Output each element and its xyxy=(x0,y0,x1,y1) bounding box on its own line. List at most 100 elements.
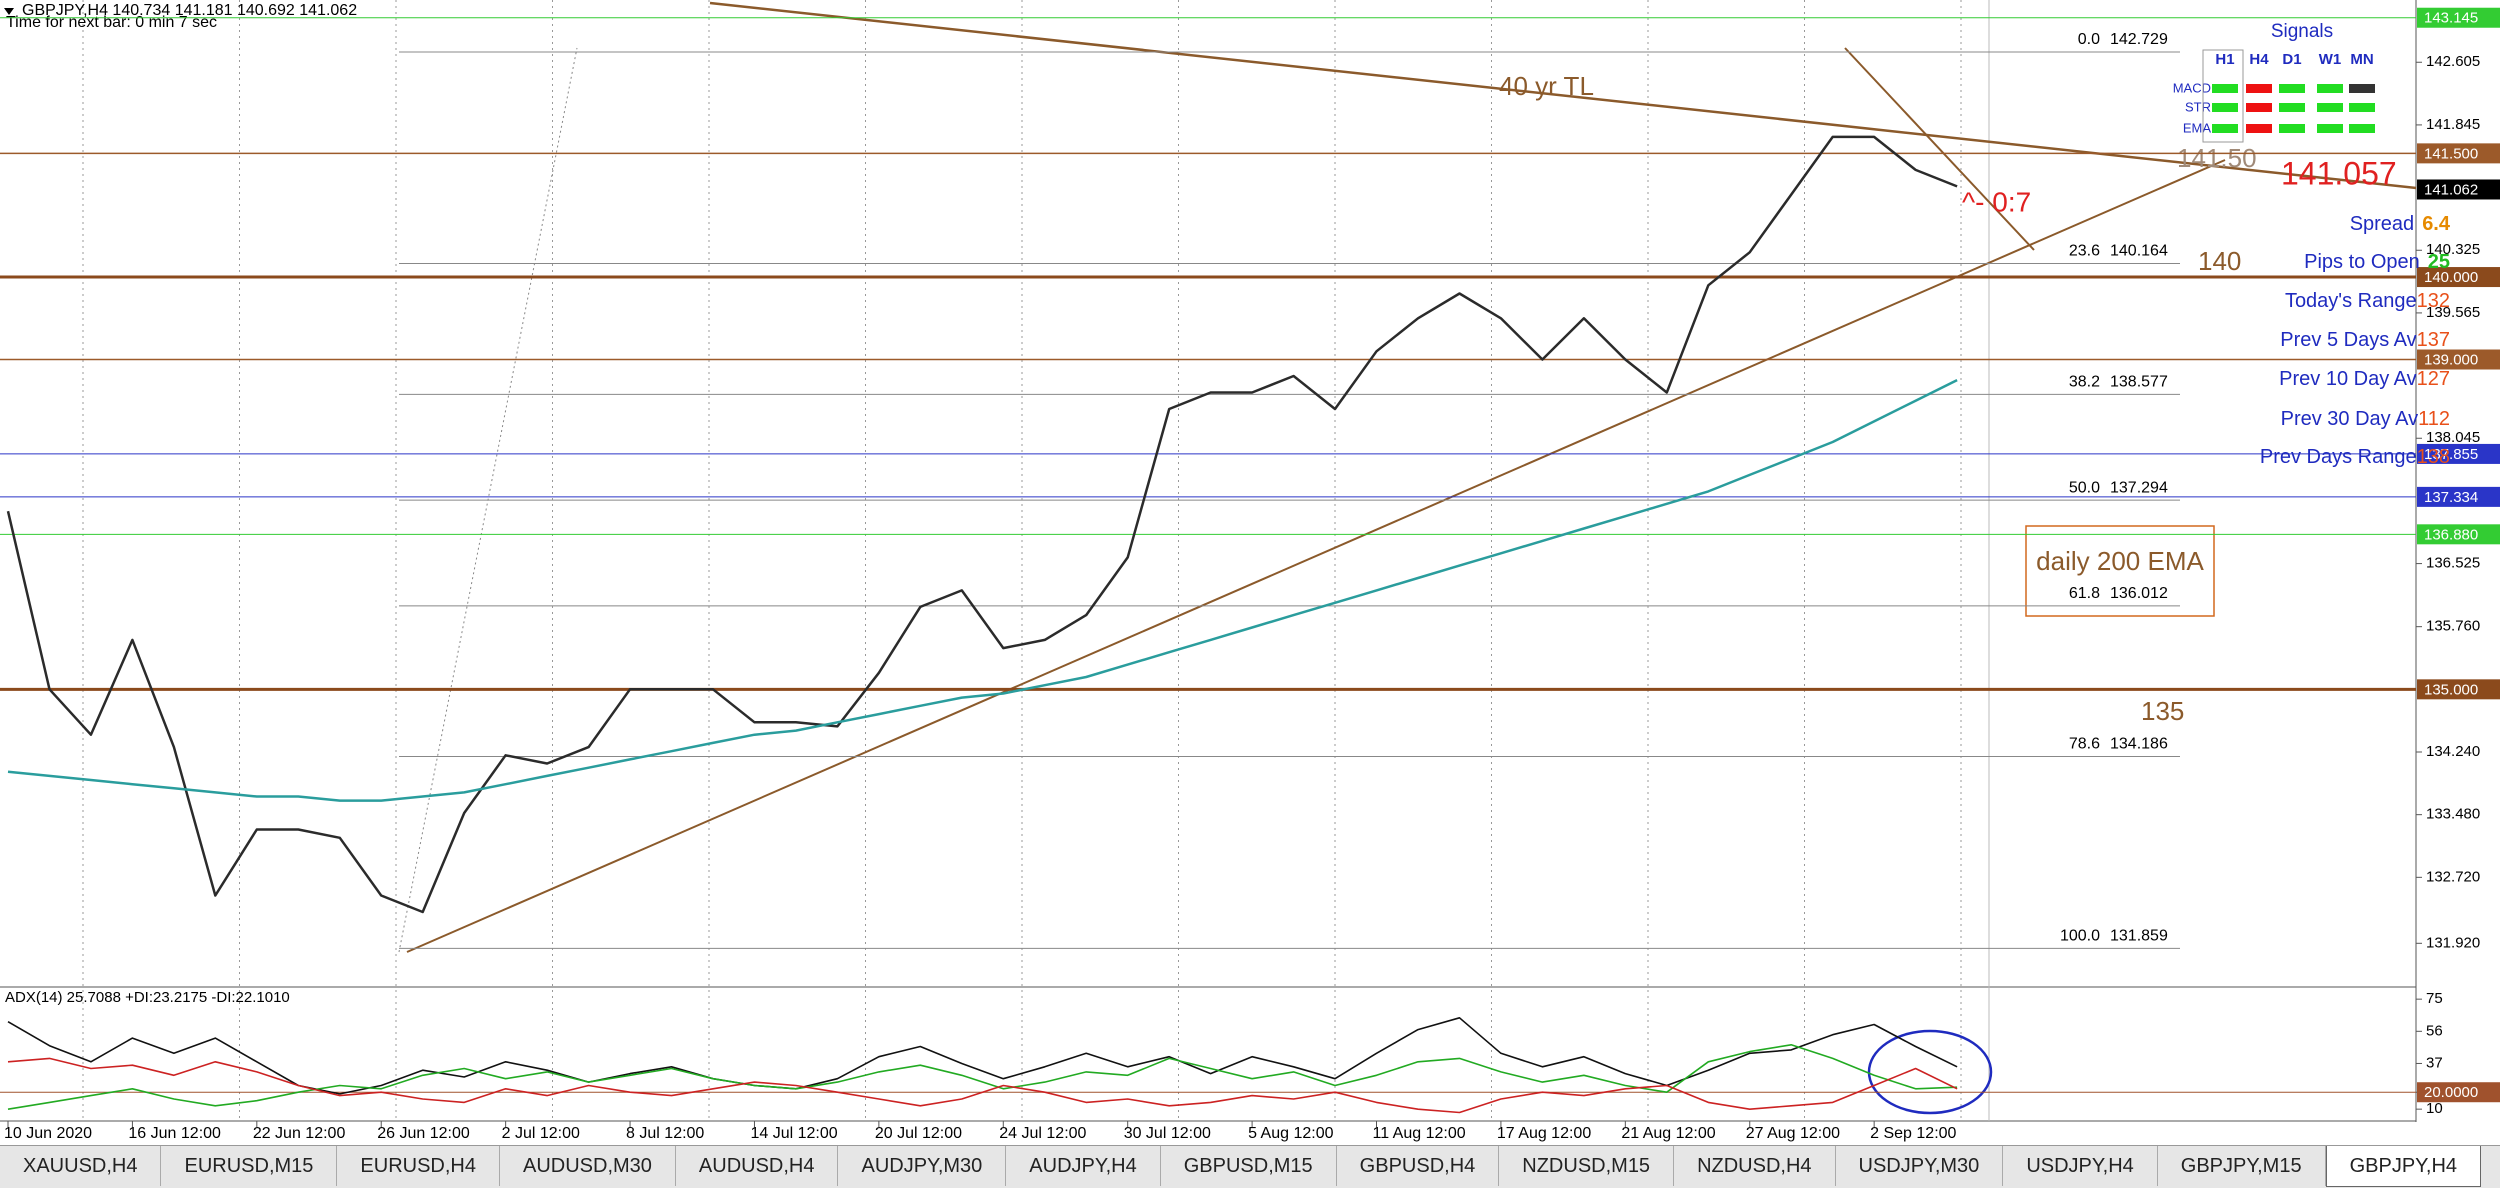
x-tick-label: 30 Jul 12:00 xyxy=(1124,1125,1211,1142)
y-tick-label: 136.525 xyxy=(2426,555,2480,572)
signal-cell xyxy=(2349,124,2375,133)
y-tick-label: 37 xyxy=(2426,1054,2443,1071)
adx-level-box xyxy=(2417,1082,2500,1103)
info-value: 137 xyxy=(2417,329,2450,351)
level-box xyxy=(2417,443,2500,464)
x-tick-label: 8 Jul 12:00 xyxy=(626,1125,704,1142)
level-box-label: 137.855 xyxy=(2424,446,2478,463)
info-label: Prev 10 Day Av xyxy=(2279,368,2416,390)
adx-highlight xyxy=(1867,1029,1993,1115)
y-tick-label: 135.760 xyxy=(2426,618,2480,635)
level-box-label: 135.000 xyxy=(2424,681,2478,698)
info-value: 138 xyxy=(2417,446,2450,468)
info-row: Prev 10 Day Av127 xyxy=(2279,368,2450,390)
y-tick-label: 134.240 xyxy=(2426,743,2480,760)
x-tick-label: 22 Jun 12:00 xyxy=(253,1125,346,1142)
info-label: Prev 5 Days Av xyxy=(2280,329,2416,351)
level-box-label: 139.000 xyxy=(2424,351,2478,368)
x-tick-label: 26 Jun 12:00 xyxy=(377,1125,470,1142)
signals-title: Signals xyxy=(2271,21,2333,42)
ema-box xyxy=(2025,525,2215,617)
info-row: Today's Range132 xyxy=(2285,290,2450,312)
chart-tab[interactable]: AUDUSD,H4 xyxy=(676,1146,839,1186)
chart-tab[interactable]: GBPUSD,M15 xyxy=(1161,1146,1337,1186)
trendline-label: 40 yr TL xyxy=(1499,71,1594,101)
fib-level: 23.6 xyxy=(2069,243,2100,260)
signal-cell xyxy=(2317,103,2343,112)
chart-tab[interactable]: GBPJPY,H4 xyxy=(2325,1146,2482,1187)
y-tick-label: 75 xyxy=(2426,990,2443,1007)
signal-cell xyxy=(2246,124,2272,133)
chart-tab[interactable]: NZDUSD,H4 xyxy=(1674,1146,1836,1186)
y-tick-label: 133.480 xyxy=(2426,806,2480,823)
fib-price: 136.012 xyxy=(2110,585,2168,602)
level-box-label: 143.145 xyxy=(2424,10,2478,27)
level-box xyxy=(2417,267,2500,288)
level-box xyxy=(2417,7,2500,28)
chart: GBPJPY,H4 140.734 141.181 140.692 141.06… xyxy=(0,0,2500,1143)
info-value: 112 xyxy=(2418,408,2450,430)
x-tick-label: 11 Aug 12:00 xyxy=(1373,1125,1466,1142)
series-line xyxy=(7,1017,1958,1095)
level-box-label: 141.500 xyxy=(2424,145,2478,162)
y-tick-label: 10 xyxy=(2426,1100,2443,1117)
signal-cell xyxy=(2317,124,2343,133)
level-box xyxy=(2417,179,2500,200)
x-tick-label: 14 Jul 12:00 xyxy=(750,1125,837,1142)
signal-cell xyxy=(2349,103,2375,112)
x-tick-label: 10 Jun 2020 xyxy=(4,1125,92,1142)
info-row: Spread 6.4 xyxy=(2350,213,2451,235)
tab-bar: XAUUSD,H4 EURUSD,M15 EURUSD,H4 AUDUSD,M30 AU… xyxy=(0,1145,2500,1188)
chart-tab[interactable]: AUDJPY,H4 xyxy=(1006,1146,1161,1186)
trendline-40yr xyxy=(709,1,2417,190)
info-row: Prev 5 Days Av137 xyxy=(2280,329,2450,351)
signal-column: H1 xyxy=(2215,51,2234,68)
level-box-label: 137.334 xyxy=(2424,489,2478,506)
x-tick-label: 2 Jul 12:00 xyxy=(502,1125,580,1142)
signal-column: MN xyxy=(2350,51,2373,68)
y-tick-label: 132.720 xyxy=(2426,868,2480,885)
level-box xyxy=(2417,349,2500,370)
signal-column: D1 xyxy=(2282,51,2301,68)
chart-tab[interactable]: AUDUSD,M30 xyxy=(500,1146,676,1186)
trendline-up xyxy=(406,159,2226,953)
x-tick-label: 5 Aug 12:00 xyxy=(1248,1125,1334,1142)
info-row: Pips to Open 25 xyxy=(2304,251,2450,273)
chart-tab[interactable]: EURUSD,M15 xyxy=(161,1146,338,1186)
signal-frame xyxy=(2202,49,2244,143)
fib-price: 142.729 xyxy=(2110,31,2168,48)
fib-level: 100.0 xyxy=(2060,928,2100,945)
chart-tab[interactable]: AUDJPY,M30 xyxy=(838,1146,1007,1186)
arrow-note: ^- 0:7 xyxy=(1962,186,2031,217)
info-value: 127 xyxy=(2417,368,2450,390)
signal-row: MACD xyxy=(2173,80,2211,95)
fib-level: 78.6 xyxy=(2069,736,2100,753)
signal-cell xyxy=(2349,84,2375,93)
fib-price: 137.294 xyxy=(2110,479,2168,496)
level-box-label: 136.880 xyxy=(2424,526,2478,543)
info-label: Prev Days Range xyxy=(2260,446,2417,468)
x-tick-label: 2 Sep 12:00 xyxy=(1870,1125,1956,1142)
signal-cell xyxy=(2279,103,2305,112)
fib-level: 0.0 xyxy=(2078,31,2100,48)
level-label: 135 xyxy=(2141,696,2184,726)
current-price: 141.057 xyxy=(2281,155,2397,191)
x-tick-label: 20 Jul 12:00 xyxy=(875,1125,962,1142)
chart-tab[interactable]: USDJPY,M30 xyxy=(1836,1146,2004,1186)
chart-tab[interactable]: USDJPY,H4 xyxy=(2003,1146,2158,1186)
info-label: Pips to Open xyxy=(2304,251,2420,273)
chart-tab[interactable]: GBPUSD,H4 xyxy=(1337,1146,1500,1186)
level-box xyxy=(2417,679,2500,700)
chart-tab[interactable]: WS30,M15 xyxy=(2481,1146,2500,1186)
chart-tab[interactable]: GBPJPY,M15 xyxy=(2158,1146,2326,1186)
signal-cell xyxy=(2246,84,2272,93)
chart-tab[interactable]: XAUUSD,H4 xyxy=(0,1146,162,1186)
y-tick-label: 141.845 xyxy=(2426,116,2480,133)
trendline-down xyxy=(1844,47,2035,251)
chart-tab[interactable]: EURUSD,H4 xyxy=(337,1146,500,1186)
chart-tab[interactable]: NZDUSD,M15 xyxy=(1499,1146,1675,1186)
fib-price: 134.186 xyxy=(2110,736,2168,753)
signal-row: EMA xyxy=(2183,120,2212,135)
info-label: Today's Range xyxy=(2285,290,2417,312)
